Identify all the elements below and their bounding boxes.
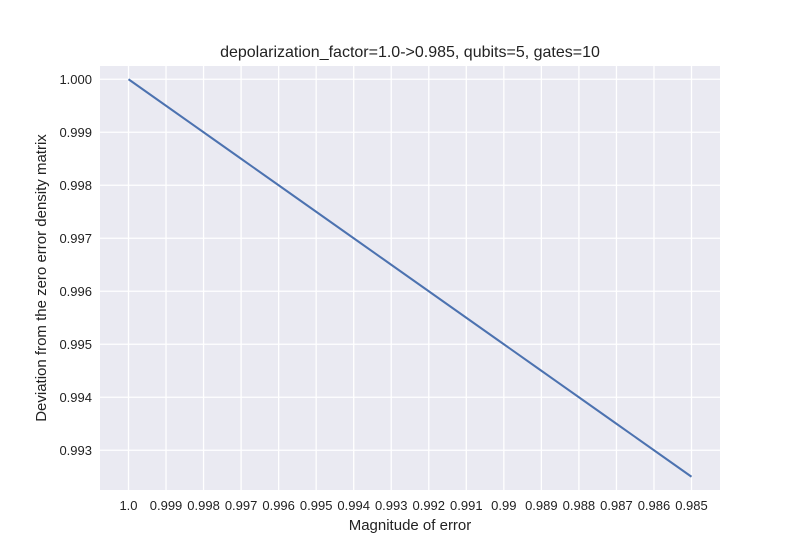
grid-lines (100, 66, 720, 490)
x-tick-label: 1.0 (119, 498, 137, 513)
y-tick-label: 0.994 (59, 390, 92, 405)
x-tick-label: 0.995 (300, 498, 333, 513)
x-tick-label: 0.989 (525, 498, 558, 513)
y-tick-label: 0.998 (59, 178, 92, 193)
x-tick-label: 0.991 (450, 498, 483, 513)
chart-title: depolarization_factor=1.0->0.985, qubits… (220, 44, 600, 61)
x-tick-label: 0.994 (337, 498, 370, 513)
x-tick-label: 0.996 (262, 498, 295, 513)
x-tick-label: 0.985 (675, 498, 708, 513)
x-axis-title: Magnitude of error (349, 517, 472, 534)
y-tick-label: 0.993 (59, 443, 92, 458)
x-axis-ticks: 1.0 0.999 0.998 0.997 0.996 0.995 0.994 0.993 0.… (119, 498, 707, 513)
x-tick-label: 0.999 (150, 498, 183, 513)
x-tick-label: 0.987 (600, 498, 633, 513)
y-axis-title: Deviation from the zero error density ma… (33, 134, 50, 422)
x-tick-label: 0.998 (187, 498, 220, 513)
x-tick-label: 0.99 (491, 498, 516, 513)
y-tick-label: 0.997 (59, 231, 92, 246)
x-tick-label: 0.986 (638, 498, 671, 513)
x-tick-label: 0.993 (375, 498, 408, 513)
y-tick-label: 0.995 (59, 337, 92, 352)
y-axis-ticks: 0.993 0.994 0.995 0.996 0.997 0.998 0.999 1.000 (59, 72, 92, 458)
y-tick-label: 1.000 (59, 72, 92, 87)
series-line (127, 78, 693, 478)
x-tick-label: 0.997 (225, 498, 258, 513)
x-tick-label: 0.992 (412, 498, 445, 513)
y-tick-label: 0.996 (59, 284, 92, 299)
y-tick-label: 0.999 (59, 125, 92, 140)
x-tick-label: 0.988 (563, 498, 596, 513)
